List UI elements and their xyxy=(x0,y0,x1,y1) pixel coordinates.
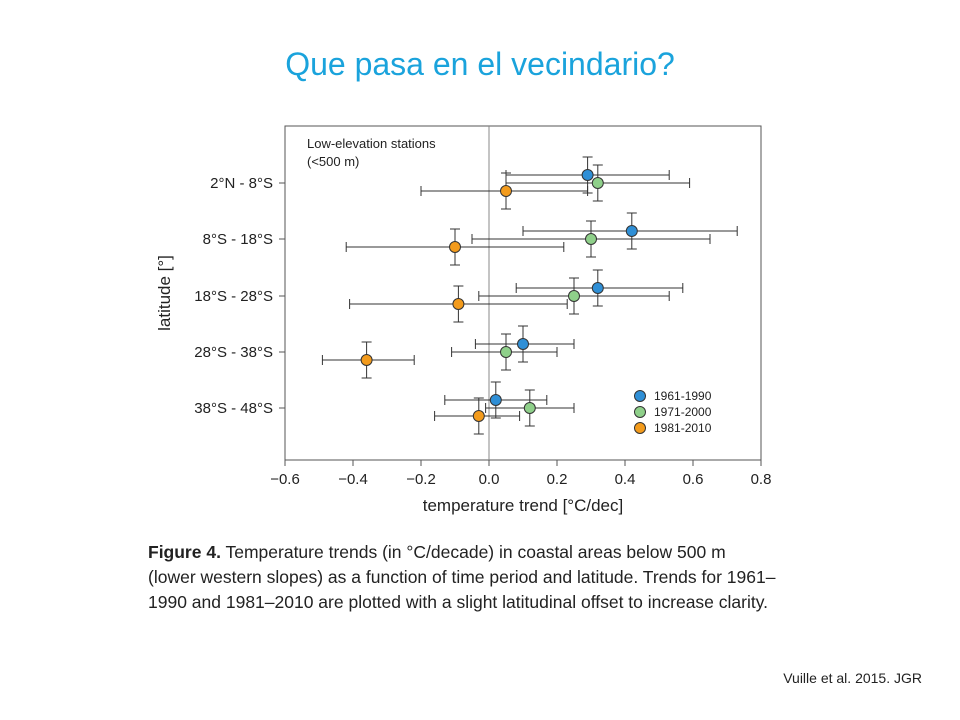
x-tick-label: 0.4 xyxy=(615,471,636,488)
x-tick-label: −0.6 xyxy=(270,471,300,488)
legend-label: 1961-1990 xyxy=(654,389,712,403)
x-tick-label: −0.4 xyxy=(338,471,368,488)
legend-label: 1971-2000 xyxy=(654,405,712,419)
x-tick-label: −0.2 xyxy=(406,471,436,488)
legend-marker xyxy=(634,422,646,434)
data-point xyxy=(517,338,529,350)
data-point xyxy=(360,354,373,366)
y-tick-label: 28°S - 38°S xyxy=(194,344,273,361)
data-point xyxy=(489,394,502,406)
data-point xyxy=(591,177,604,189)
caption-text: Temperature trends (in °C/decade) in coa… xyxy=(148,542,776,612)
data-point xyxy=(449,241,461,253)
data-point xyxy=(472,410,485,422)
data-point xyxy=(500,346,512,358)
x-tick-label: 0.0 xyxy=(479,471,500,488)
data-point xyxy=(523,402,536,414)
x-tick-label: 0.8 xyxy=(751,471,772,488)
y-tick-label: 2°N - 8°S xyxy=(210,175,273,192)
plot-frame xyxy=(284,125,762,461)
figure-caption: Figure 4. Temperature trends (in °C/deca… xyxy=(148,540,778,615)
data-point xyxy=(500,185,512,197)
data-point xyxy=(452,298,465,310)
legend-marker xyxy=(634,406,646,418)
legend-marker xyxy=(634,390,646,402)
annotation-text: (<500 m) xyxy=(307,154,359,169)
chart: −0.6 −0.4 −0.2 0.0 0.2 0.4 0.6 0.8 2°N - 8°S 8°S … xyxy=(155,125,772,515)
y-tick-label: 8°S - 18°S xyxy=(203,231,273,248)
legend-label: 1981-2010 xyxy=(654,421,712,435)
data-point xyxy=(625,225,638,237)
data-point xyxy=(585,233,597,245)
y-tick-label: 38°S - 48°S xyxy=(194,400,273,417)
data-point xyxy=(568,290,580,302)
x-axis-label: temperature trend [°C/dec] xyxy=(423,496,624,515)
figure-panel: −0.6 −0.4 −0.2 0.0 0.2 0.4 0.6 0.8 2°N - 8°S 8°S … xyxy=(140,98,780,648)
x-tick-label: 0.2 xyxy=(547,471,568,488)
caption-label: Figure 4. xyxy=(148,542,221,562)
citation: Vuille et al. 2015. JGR xyxy=(783,670,922,686)
y-axis-label: latitude [°] xyxy=(155,255,174,331)
y-tick-label: 18°S - 28°S xyxy=(194,288,273,305)
x-tick-label: 0.6 xyxy=(683,471,704,488)
slide-title: Que pasa en el vecindario? xyxy=(285,46,675,82)
data-point xyxy=(581,169,594,181)
annotation-text: Low-elevation stations xyxy=(307,136,436,151)
data-point xyxy=(591,282,604,294)
